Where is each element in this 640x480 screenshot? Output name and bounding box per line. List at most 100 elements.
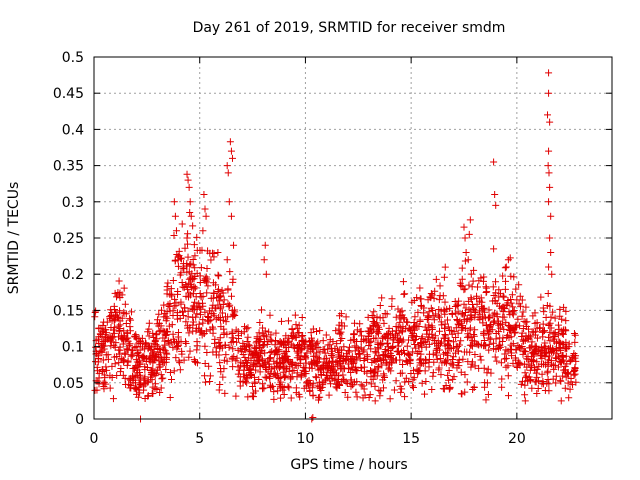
data-point <box>222 318 230 326</box>
data-point <box>444 351 452 359</box>
data-point <box>541 353 549 361</box>
data-point <box>546 302 554 310</box>
data-point <box>535 324 543 332</box>
data-point <box>185 353 193 361</box>
data-point <box>425 308 433 316</box>
data-point <box>335 351 343 359</box>
data-point <box>167 285 175 293</box>
data-point <box>561 384 569 392</box>
data-point <box>168 321 176 329</box>
data-point <box>102 363 110 371</box>
data-point <box>425 321 433 329</box>
data-point <box>395 337 403 345</box>
data-point <box>520 337 528 345</box>
data-point <box>301 352 309 360</box>
data-point <box>212 344 220 352</box>
data-point <box>201 308 209 316</box>
data-point <box>136 346 144 354</box>
data-point <box>418 333 426 341</box>
data-point <box>308 342 316 350</box>
data-point <box>270 388 278 396</box>
data-point <box>539 320 547 328</box>
data-point <box>510 326 518 334</box>
data-point <box>409 382 417 390</box>
data-point <box>332 327 340 335</box>
data-point <box>390 386 398 394</box>
data-point <box>436 282 444 290</box>
data-point <box>183 282 191 290</box>
data-point <box>367 380 375 388</box>
data-point <box>111 305 119 313</box>
data-point <box>181 244 189 252</box>
data-point <box>184 230 192 238</box>
data-point <box>275 346 283 354</box>
data-point <box>454 359 462 367</box>
data-point <box>386 395 394 403</box>
data-point <box>228 306 236 314</box>
data-point <box>479 315 487 323</box>
data-point <box>313 328 321 336</box>
data-point <box>166 300 174 308</box>
data-point <box>431 287 439 295</box>
data-point <box>366 338 374 346</box>
data-point <box>424 314 432 322</box>
data-point <box>411 340 419 348</box>
data-point <box>556 338 564 346</box>
data-point <box>520 347 528 355</box>
data-point <box>526 344 534 352</box>
data-point <box>396 318 404 326</box>
data-point <box>470 266 478 274</box>
data-point <box>150 333 158 341</box>
data-point <box>158 355 166 363</box>
data-point <box>288 325 296 333</box>
data-point <box>121 300 129 308</box>
data-point <box>260 341 268 349</box>
data-point <box>504 299 512 307</box>
data-point <box>485 346 493 354</box>
data-point <box>188 276 196 284</box>
data-point <box>464 256 472 264</box>
data-point <box>528 338 536 346</box>
data-point <box>241 354 249 362</box>
data-point <box>244 374 252 382</box>
data-point <box>145 319 153 327</box>
data-point <box>291 311 299 319</box>
data-point <box>557 346 565 354</box>
data-point <box>325 375 333 383</box>
data-point <box>180 265 188 273</box>
data-point <box>230 241 238 249</box>
data-point <box>355 350 363 358</box>
data-point <box>445 367 453 375</box>
data-point <box>336 330 344 338</box>
data-point <box>264 357 272 365</box>
data-point <box>554 321 562 329</box>
data-point <box>111 289 119 297</box>
data-point <box>370 321 378 329</box>
data-point <box>552 372 560 380</box>
data-point <box>518 333 526 341</box>
data-point <box>93 363 101 371</box>
data-point <box>280 354 288 362</box>
data-point <box>344 393 352 401</box>
data-point <box>499 303 507 311</box>
data-point <box>507 272 515 280</box>
data-point <box>171 256 179 264</box>
data-point <box>266 311 274 319</box>
data-point <box>204 247 212 255</box>
data-point <box>465 306 473 314</box>
data-point <box>110 341 118 349</box>
data-point <box>229 345 237 353</box>
data-point <box>549 308 557 316</box>
data-point <box>347 368 355 376</box>
data-point <box>116 321 124 329</box>
data-point <box>495 342 503 350</box>
data-point <box>118 291 126 299</box>
data-point <box>446 383 454 391</box>
data-point <box>174 343 182 351</box>
data-point <box>514 342 522 350</box>
data-point <box>533 373 541 381</box>
data-point <box>298 313 306 321</box>
data-point <box>378 361 386 369</box>
data-point <box>95 369 103 377</box>
data-point <box>223 256 231 264</box>
